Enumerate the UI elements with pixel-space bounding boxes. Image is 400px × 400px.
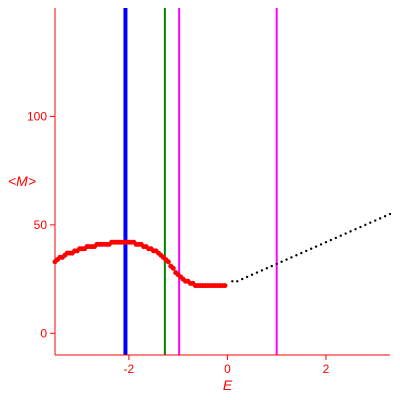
- series-2-point: [260, 269, 264, 272]
- series-2-point: [324, 241, 328, 244]
- axes: [54, 8, 390, 356]
- series-2-point: [378, 217, 382, 220]
- y-tick-label: 100: [27, 109, 47, 123]
- series-2-point: [309, 247, 313, 250]
- series-2-point: [319, 243, 323, 246]
- series-2-point: [231, 280, 234, 283]
- x-tick-label: 0: [224, 362, 231, 376]
- series-2-point: [364, 223, 367, 227]
- series-2-point: [236, 280, 239, 283]
- series-2-point: [255, 271, 259, 274]
- y-tick-label: 50: [34, 218, 48, 232]
- series-2-point: [270, 264, 273, 268]
- series-2-point: [265, 267, 269, 270]
- series-2-point: [334, 236, 338, 240]
- x-tick-label: -2: [124, 362, 135, 376]
- series-2-point: [329, 238, 333, 242]
- series-2-point: [290, 256, 293, 259]
- x-axis-title: E: [223, 377, 233, 393]
- series-2-point: [339, 234, 342, 237]
- series-2-point: [300, 251, 303, 255]
- y-axis-title: <M>: [8, 173, 36, 189]
- ticks: -2 0 2 0 50 100: [27, 109, 330, 376]
- series-2-point: [314, 245, 318, 248]
- series-2-point: [295, 254, 298, 257]
- series-2-point: [285, 258, 288, 261]
- series-2-point: [369, 221, 372, 224]
- series-2-point: [349, 230, 352, 233]
- series-2-point: [241, 277, 244, 281]
- x-tick-label: 2: [323, 362, 330, 376]
- data-points: [52, 212, 392, 289]
- series-2-point: [383, 215, 387, 218]
- series-2-point: [354, 228, 357, 231]
- series-1-point: [165, 259, 171, 265]
- y-tick-label: 0: [40, 326, 47, 340]
- series-2-point: [250, 273, 254, 276]
- series-1-point: [170, 265, 176, 271]
- series-2-point: [305, 249, 308, 253]
- series-2-point: [275, 262, 278, 266]
- series-1-point: [222, 283, 228, 289]
- series-2-point: [280, 260, 283, 263]
- series-2-point: [388, 212, 392, 216]
- series-2-point: [359, 225, 362, 229]
- series-2-point: [374, 219, 377, 222]
- vertical-lines: [123, 8, 278, 355]
- series-2-point: [245, 275, 249, 279]
- series-2-point: [344, 232, 347, 235]
